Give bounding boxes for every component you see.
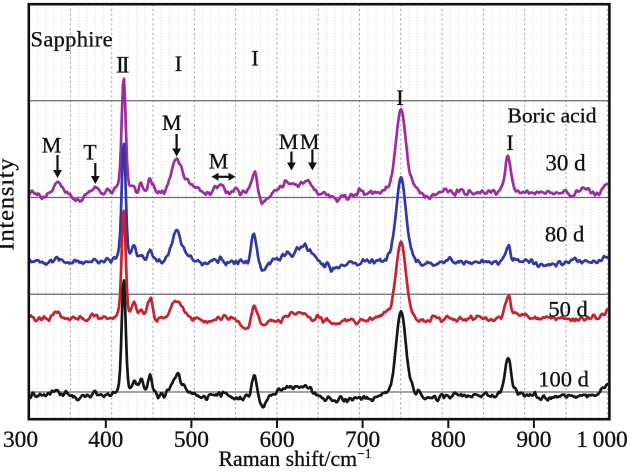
svg-text:II: II <box>116 53 129 78</box>
svg-text:M: M <box>42 133 62 158</box>
svg-text:M: M <box>279 129 299 154</box>
svg-text:M: M <box>162 110 182 135</box>
svg-text:500: 500 <box>174 427 209 453</box>
svg-text:300: 300 <box>3 427 38 453</box>
svg-text:600: 600 <box>259 427 294 453</box>
svg-text:Intensity: Intensity <box>0 158 20 251</box>
svg-text:400: 400 <box>88 427 123 453</box>
svg-text:80 d: 80 d <box>545 222 584 247</box>
svg-text:Sapphire: Sapphire <box>31 27 113 52</box>
svg-text:I: I <box>396 85 404 110</box>
svg-text:1 000: 1 000 <box>576 427 627 453</box>
svg-text:Boric acid: Boric acid <box>508 104 597 128</box>
svg-text:800: 800 <box>431 427 466 453</box>
svg-text:I: I <box>175 51 182 76</box>
svg-text:50 d: 50 d <box>548 297 587 322</box>
svg-text:30 d: 30 d <box>545 151 586 176</box>
svg-text:100 d: 100 d <box>538 367 589 392</box>
svg-text:I: I <box>251 46 258 71</box>
svg-text:900: 900 <box>516 427 551 453</box>
svg-text:Raman shift/cm−1: Raman shift/cm−1 <box>218 446 371 469</box>
svg-text:M: M <box>300 129 320 154</box>
svg-text:700: 700 <box>345 427 380 453</box>
svg-text:I: I <box>506 130 513 155</box>
svg-text:T: T <box>83 140 97 165</box>
svg-text:M: M <box>209 149 229 174</box>
